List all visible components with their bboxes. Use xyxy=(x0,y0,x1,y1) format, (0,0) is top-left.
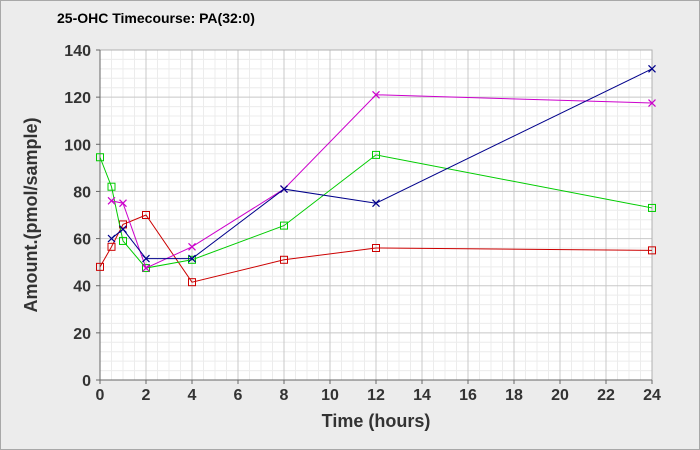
data-point xyxy=(142,264,150,273)
data-point xyxy=(280,255,288,264)
data-point xyxy=(119,199,127,208)
y-tick-label: 20 xyxy=(73,326,91,343)
data-point xyxy=(142,264,150,272)
data-point xyxy=(372,90,380,99)
chart-title: 25-OHC Timecourse: PA(32:0) xyxy=(57,10,255,26)
y-axis-label: Amount.(pmol/sample) xyxy=(21,117,41,312)
y-tick-label: 100 xyxy=(64,137,91,154)
x-tick-label: 22 xyxy=(597,387,615,404)
x-tick-label: 12 xyxy=(367,387,385,404)
x-tick-label: 6 xyxy=(234,387,243,404)
y-tick-label: 80 xyxy=(73,184,91,201)
series-1 xyxy=(96,211,656,287)
series-4 xyxy=(107,64,656,263)
data-point xyxy=(648,99,656,107)
data-point xyxy=(107,182,116,191)
data-point xyxy=(119,225,127,234)
x-tick-label: 2 xyxy=(142,387,151,404)
y-tick-label: 40 xyxy=(73,279,91,296)
data-point xyxy=(119,236,127,245)
x-tick-label: 0 xyxy=(96,387,105,404)
x-tick-label: 18 xyxy=(505,387,523,404)
x-tick-label: 20 xyxy=(551,387,569,404)
data-point xyxy=(142,211,150,219)
data-point xyxy=(96,153,104,162)
data-point xyxy=(280,221,288,230)
data-point xyxy=(648,246,656,255)
x-tick-label: 24 xyxy=(643,387,661,404)
data-point xyxy=(142,254,150,263)
data-point xyxy=(648,64,656,73)
data-point xyxy=(280,185,288,193)
x-tick-label: 14 xyxy=(413,387,431,404)
data-point xyxy=(188,254,196,263)
data-point xyxy=(372,199,380,208)
x-axis-label: Time (hours) xyxy=(322,411,431,431)
series-line xyxy=(99,154,653,269)
data-point xyxy=(188,242,196,251)
data-point xyxy=(372,244,380,252)
x-tick-label: 4 xyxy=(188,387,197,404)
data-point xyxy=(648,203,656,212)
series-2 xyxy=(96,150,656,273)
y-tick-label: 0 xyxy=(82,373,91,390)
data-point xyxy=(107,242,116,251)
x-tick-label: 10 xyxy=(321,387,339,404)
x-tick-label: 16 xyxy=(459,387,477,404)
data-point xyxy=(188,278,196,287)
y-tick-label: 60 xyxy=(73,232,91,249)
data-point xyxy=(372,150,380,159)
data-point xyxy=(107,234,116,243)
data-point xyxy=(188,255,196,264)
y-tick-label: 120 xyxy=(64,90,91,107)
y-tick-label: 140 xyxy=(64,43,91,60)
data-point xyxy=(107,196,116,205)
series-layer xyxy=(96,64,656,287)
data-point xyxy=(96,262,104,271)
series-3 xyxy=(107,90,656,272)
x-tick-label: 8 xyxy=(280,387,289,404)
